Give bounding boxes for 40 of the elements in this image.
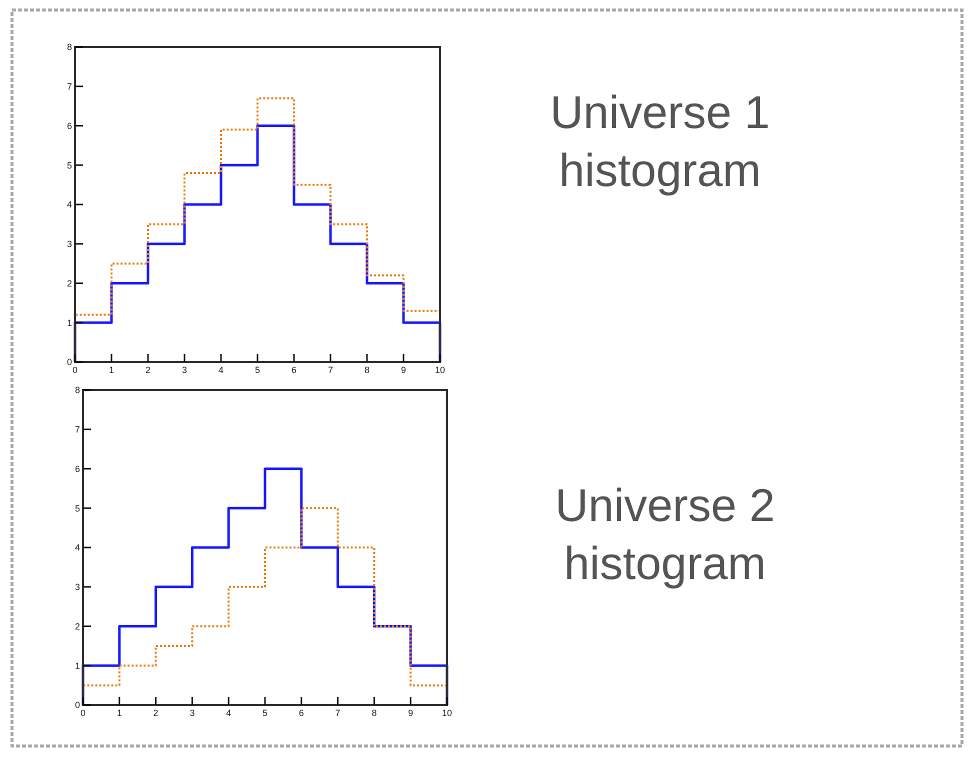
y-tick-label: 3 [74,582,80,592]
text: Universe 2 histogram [555,479,775,589]
x-tick-label: 8 [372,708,377,718]
y-tick-label: 6 [74,464,80,474]
x-tick-label: 1 [108,365,114,375]
x-tick-label: 4 [226,708,232,718]
x-tick-label: 10 [442,708,452,718]
y-tick-label: 8 [66,42,72,52]
x-tick-label: 8 [364,365,370,375]
x-tick-label: 3 [182,365,188,375]
text: Universe 1 histogram [550,86,770,196]
x-tick-label: 9 [400,365,406,375]
x-tick-label: 1 [116,708,122,718]
x-tick-label: 10 [434,365,446,375]
y-tick-label: 7 [66,82,72,92]
x-tick-label: 6 [298,708,304,718]
x-tick-label: 5 [254,365,260,375]
x-tick-label: 9 [408,708,414,718]
y-tick-label: 5 [74,503,80,514]
x-tick-label: 7 [335,708,340,718]
x-tick-label: 3 [190,708,195,718]
x-tick-label: 2 [153,708,158,718]
y-tick-label: 8 [74,385,80,396]
x-tick-label: 7 [328,365,334,375]
y-tick-label: 1 [74,660,80,671]
y-tick-label: 4 [66,200,72,210]
x-tick-label: 6 [291,365,297,375]
y-tick-label: 7 [74,424,80,435]
y-tick-label: 1 [66,318,72,328]
y-tick-label: 2 [74,621,80,632]
y-tick-label: 4 [74,542,80,553]
y-tick-label: 6 [66,120,72,131]
x-tick-label: 5 [262,708,268,718]
y-tick-label: 2 [66,278,72,288]
y-tick-label: 3 [66,239,72,250]
y-tick-label: 5 [66,160,72,170]
y-tick-label: 0 [74,700,80,710]
y-tick-label: 0 [66,357,72,368]
x-tick-label: 2 [145,365,151,375]
x-tick-label: 4 [218,365,224,375]
